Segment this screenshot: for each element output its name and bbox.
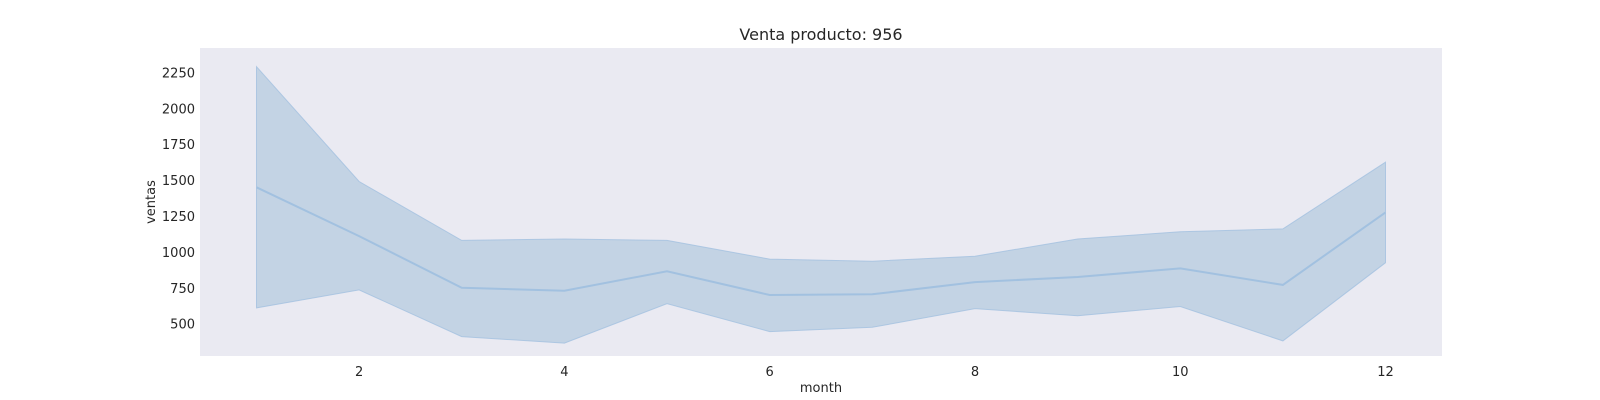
y-tick-label: 1000 [162, 246, 195, 261]
x-tick-label: 2 [355, 365, 363, 380]
x-tick-label: 12 [1377, 365, 1394, 380]
x-tick-label: 6 [766, 365, 774, 380]
x-tick-label: 10 [1172, 365, 1189, 380]
y-tick-label: 500 [170, 318, 195, 333]
y-axis-label: ventas [144, 180, 159, 224]
y-tick-label: 2000 [162, 102, 195, 117]
y-tick-label: 1250 [162, 210, 195, 225]
y-tick-label: 2250 [162, 66, 195, 81]
x-tick-label: 8 [971, 365, 979, 380]
x-axis-label: month [800, 381, 842, 396]
y-tick-label: 750 [170, 282, 195, 297]
chart-title: Venta producto: 956 [739, 25, 902, 44]
y-tick-label: 1500 [162, 174, 195, 189]
x-tick-label: 4 [560, 365, 568, 380]
series-line [256, 186, 1387, 297]
y-tick-label: 1750 [162, 138, 195, 153]
